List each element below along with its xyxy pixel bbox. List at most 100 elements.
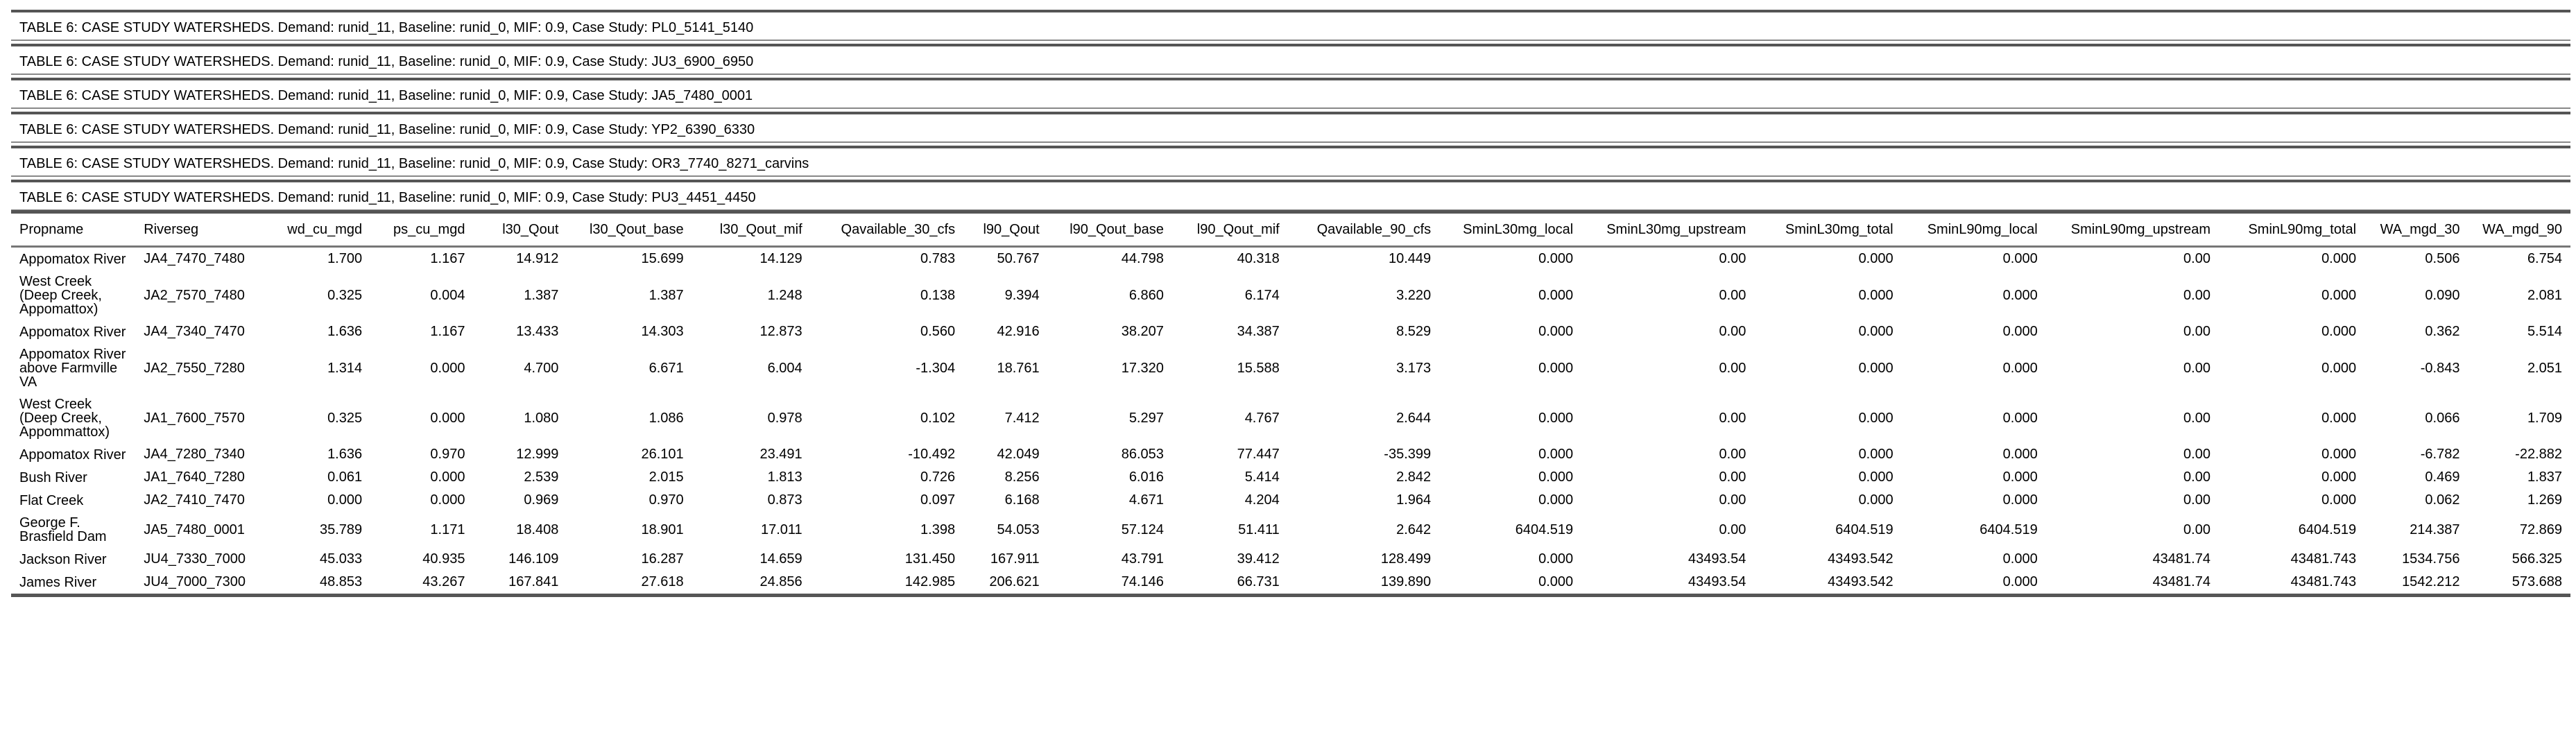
value-cell: 40.935 [422, 551, 465, 567]
value-cell: 1.248 [767, 287, 802, 303]
value-cell: 44.798 [1121, 251, 1164, 266]
riverseg-cell: JA1_7600_7570 [144, 410, 245, 426]
value-cell: 0.969 [524, 492, 559, 508]
value-cell: 6.168 [1004, 492, 1040, 508]
value-cell: 1.171 [430, 521, 465, 537]
value-cell: 1.636 [327, 447, 363, 462]
value-cell: 0.00 [2183, 469, 2210, 485]
table-caption: TABLE 6: CASE STUDY WATERSHEDS. Demand: … [11, 44, 2570, 75]
value-cell: 4.767 [1244, 410, 1280, 426]
case-study-table: Propname Riverseg wd_cu_mgd ps_cu_mgd l30_Qo… [11, 210, 2570, 597]
value-cell: 0.00 [1719, 492, 1746, 508]
column-header: ps_cu_mgd [393, 221, 465, 237]
value-cell: 1.269 [2527, 492, 2562, 508]
value-cell: 1.080 [524, 410, 559, 426]
value-cell: 0.00 [2183, 521, 2210, 537]
value-cell: 0.000 [2002, 447, 2038, 462]
value-cell: 2.051 [2527, 360, 2562, 376]
value-cell: 1.700 [327, 251, 363, 266]
value-cell: 1.314 [327, 360, 363, 376]
table-row: Appomatox River JA4_7280_7340 1.636 0.970 12… [11, 443, 2570, 466]
value-cell: 0.000 [1858, 287, 1894, 303]
riverseg-cell: JA4_7470_7480 [144, 251, 245, 266]
value-cell: 1.387 [524, 287, 559, 303]
value-cell: -22.882 [2515, 447, 2562, 462]
value-cell: 45.033 [319, 551, 363, 567]
value-cell: 1.837 [2527, 469, 2562, 485]
value-cell: 0.00 [2183, 492, 2210, 508]
value-cell: 0.000 [327, 492, 363, 508]
value-cell: 0.000 [2321, 469, 2357, 485]
value-cell: 4.700 [524, 360, 559, 376]
value-cell: 139.890 [1380, 574, 1432, 589]
table-caption: TABLE 6: CASE STUDY WATERSHEDS. Demand: … [11, 78, 2570, 109]
table-body: Appomatox River JA4_7470_7480 1.700 1.167 14… [11, 247, 2570, 596]
value-cell: 16.287 [641, 551, 684, 567]
value-cell: 0.000 [2002, 287, 2038, 303]
value-cell: 18.408 [516, 521, 559, 537]
value-cell: 0.000 [1858, 360, 1894, 376]
value-cell: 48.853 [319, 574, 363, 589]
value-cell: 35.789 [319, 521, 363, 537]
value-cell: 1542.212 [2402, 574, 2460, 589]
value-cell: 8.529 [1396, 324, 1432, 339]
value-cell: 39.412 [1237, 551, 1280, 567]
value-cell: 1.709 [2527, 410, 2562, 426]
value-cell: 43493.54 [1688, 574, 1746, 589]
value-cell: 0.000 [1858, 410, 1894, 426]
value-cell: 2.642 [1396, 521, 1432, 537]
value-cell: 0.00 [1719, 324, 1746, 339]
value-cell: 0.000 [1538, 574, 1574, 589]
header-row: Propname Riverseg wd_cu_mgd ps_cu_mgd l30_Qo… [11, 212, 2570, 247]
value-cell: 0.469 [2425, 469, 2460, 485]
value-cell: 6.016 [1128, 469, 1164, 485]
propname-cell: West Creek (Deep Creek, Appomattox) [19, 274, 102, 317]
value-cell: 0.062 [2425, 492, 2460, 508]
value-cell: 0.00 [2183, 324, 2210, 339]
value-cell: 43.791 [1121, 551, 1164, 567]
value-cell: 573.688 [2511, 574, 2562, 589]
value-cell: 0.000 [1538, 447, 1574, 462]
table-caption: TABLE 6: CASE STUDY WATERSHEDS. Demand: … [11, 10, 2570, 41]
propname-cell: Appomatox River [19, 251, 126, 267]
riverseg-cell: JA5_7480_0001 [144, 521, 245, 537]
riverseg-cell: JA2_7410_7470 [144, 492, 245, 508]
value-cell: 77.447 [1237, 447, 1280, 462]
value-cell: 0.000 [2002, 410, 2038, 426]
column-header: l90_Qout_base [1070, 221, 1164, 237]
riverseg-cell: JA4_7280_7340 [144, 447, 245, 462]
column-header: WA_mgd_30 [2380, 221, 2460, 237]
value-cell: 5.514 [2527, 324, 2562, 339]
value-cell: 18.761 [997, 360, 1040, 376]
value-cell: 54.053 [997, 521, 1040, 537]
column-header: Riverseg [144, 221, 199, 237]
value-cell: 0.00 [2183, 447, 2210, 462]
value-cell: 6.174 [1244, 287, 1280, 303]
table-header: Propname Riverseg wd_cu_mgd ps_cu_mgd l30_Qo… [11, 212, 2570, 247]
table-caption: TABLE 6: CASE STUDY WATERSHEDS. Demand: … [11, 180, 2570, 211]
value-cell: 17.011 [760, 521, 802, 537]
value-cell: 206.621 [989, 574, 1040, 589]
table-row: Jackson River JU4_7330_7000 45.033 40.935 14… [11, 548, 2570, 571]
value-cell: 0.00 [1719, 287, 1746, 303]
column-header: SminL90mg_total [2248, 221, 2357, 237]
value-cell: 3.220 [1396, 287, 1432, 303]
value-cell: 167.841 [508, 574, 559, 589]
value-cell: 0.325 [327, 287, 363, 303]
value-cell: 0.000 [1538, 287, 1574, 303]
value-cell: 42.916 [997, 324, 1040, 339]
value-cell: 142.985 [904, 574, 956, 589]
value-cell: 7.412 [1004, 410, 1040, 426]
value-cell: 0.061 [327, 469, 363, 485]
value-cell: 43481.74 [2152, 574, 2210, 589]
column-header: wd_cu_mgd [287, 221, 363, 237]
column-header: SminL30mg_upstream [1606, 221, 1746, 237]
value-cell: 74.146 [1121, 574, 1164, 589]
value-cell: 0.000 [430, 492, 465, 508]
table-row: West Creek (Deep Creek, Appommattox) JA1_… [11, 393, 2570, 443]
value-cell: 12.873 [759, 324, 802, 339]
propname-cell: Jackson River [19, 551, 107, 567]
value-cell: 0.000 [430, 360, 465, 376]
value-cell: 51.411 [1238, 521, 1280, 537]
value-cell: 214.387 [2410, 521, 2460, 537]
